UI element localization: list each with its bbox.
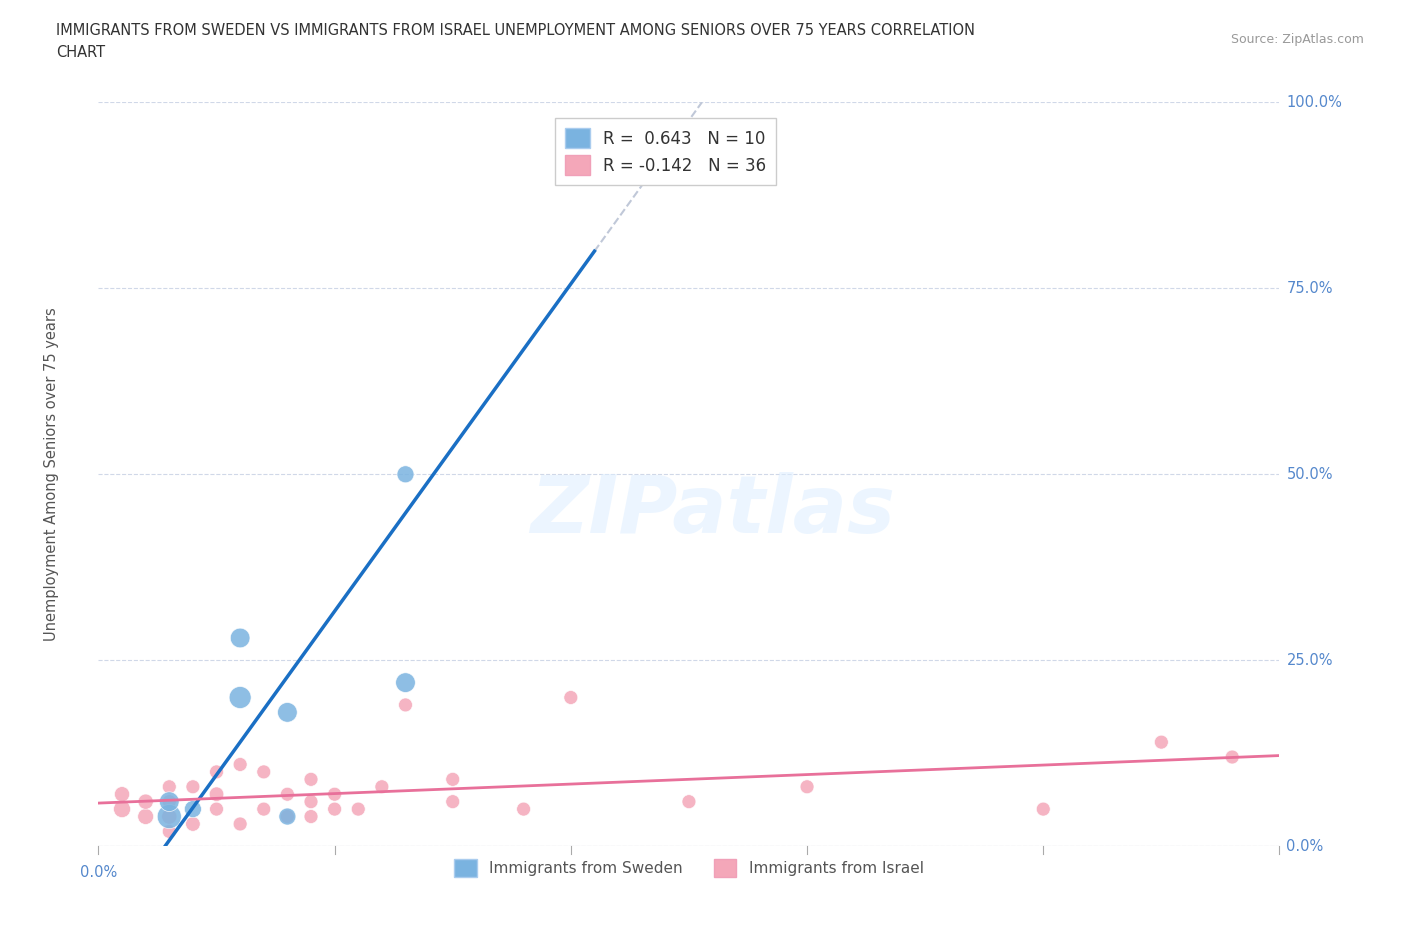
Point <box>157 824 180 839</box>
Text: Source: ZipAtlas.com: Source: ZipAtlas.com <box>1230 33 1364 46</box>
Point <box>678 794 700 809</box>
Point <box>253 764 276 779</box>
Point <box>299 772 322 787</box>
Point <box>229 690 252 705</box>
Text: 75.0%: 75.0% <box>1286 281 1333 296</box>
Text: 0.0%: 0.0% <box>1286 839 1323 854</box>
Point <box>796 779 818 794</box>
Point <box>276 705 298 720</box>
Point <box>157 794 180 809</box>
Text: 0.0%: 0.0% <box>80 865 117 880</box>
Point <box>157 779 180 794</box>
Point <box>157 809 180 824</box>
Text: Unemployment Among Seniors over 75 years: Unemployment Among Seniors over 75 years <box>44 308 59 641</box>
Text: 100.0%: 100.0% <box>1286 95 1343 110</box>
Point <box>229 757 252 772</box>
Point <box>276 787 298 802</box>
Point <box>299 794 322 809</box>
Point <box>512 802 534 817</box>
Text: 50.0%: 50.0% <box>1286 467 1333 482</box>
Point <box>371 779 394 794</box>
Point <box>135 794 157 809</box>
Point <box>394 698 416 712</box>
Point <box>583 147 606 162</box>
Text: CHART: CHART <box>56 45 105 60</box>
Point <box>205 802 228 817</box>
Point <box>394 467 416 482</box>
Point <box>1032 802 1054 817</box>
Point <box>323 787 346 802</box>
Point <box>181 802 204 817</box>
Point <box>181 817 204 831</box>
Point <box>560 690 582 705</box>
Point <box>181 779 204 794</box>
Point <box>157 794 180 809</box>
Point <box>253 802 276 817</box>
Point <box>157 809 180 824</box>
Point <box>299 809 322 824</box>
Point <box>394 675 416 690</box>
Point <box>441 772 464 787</box>
Text: ZIPatlas: ZIPatlas <box>530 472 896 551</box>
Point <box>441 794 464 809</box>
Point <box>111 802 134 817</box>
Point <box>276 809 298 824</box>
Text: IMMIGRANTS FROM SWEDEN VS IMMIGRANTS FROM ISRAEL UNEMPLOYMENT AMONG SENIORS OVER: IMMIGRANTS FROM SWEDEN VS IMMIGRANTS FRO… <box>56 23 976 38</box>
Point <box>205 787 228 802</box>
Point <box>323 802 346 817</box>
Point <box>229 631 252 645</box>
Point <box>135 809 157 824</box>
Point <box>205 764 228 779</box>
Point <box>1220 750 1243 764</box>
Point <box>276 809 298 824</box>
Point <box>347 802 370 817</box>
Point <box>229 817 252 831</box>
Text: 25.0%: 25.0% <box>1286 653 1333 668</box>
Legend: Immigrants from Sweden, Immigrants from Israel: Immigrants from Sweden, Immigrants from … <box>449 853 929 884</box>
Point <box>111 787 134 802</box>
Point <box>1150 735 1173 750</box>
